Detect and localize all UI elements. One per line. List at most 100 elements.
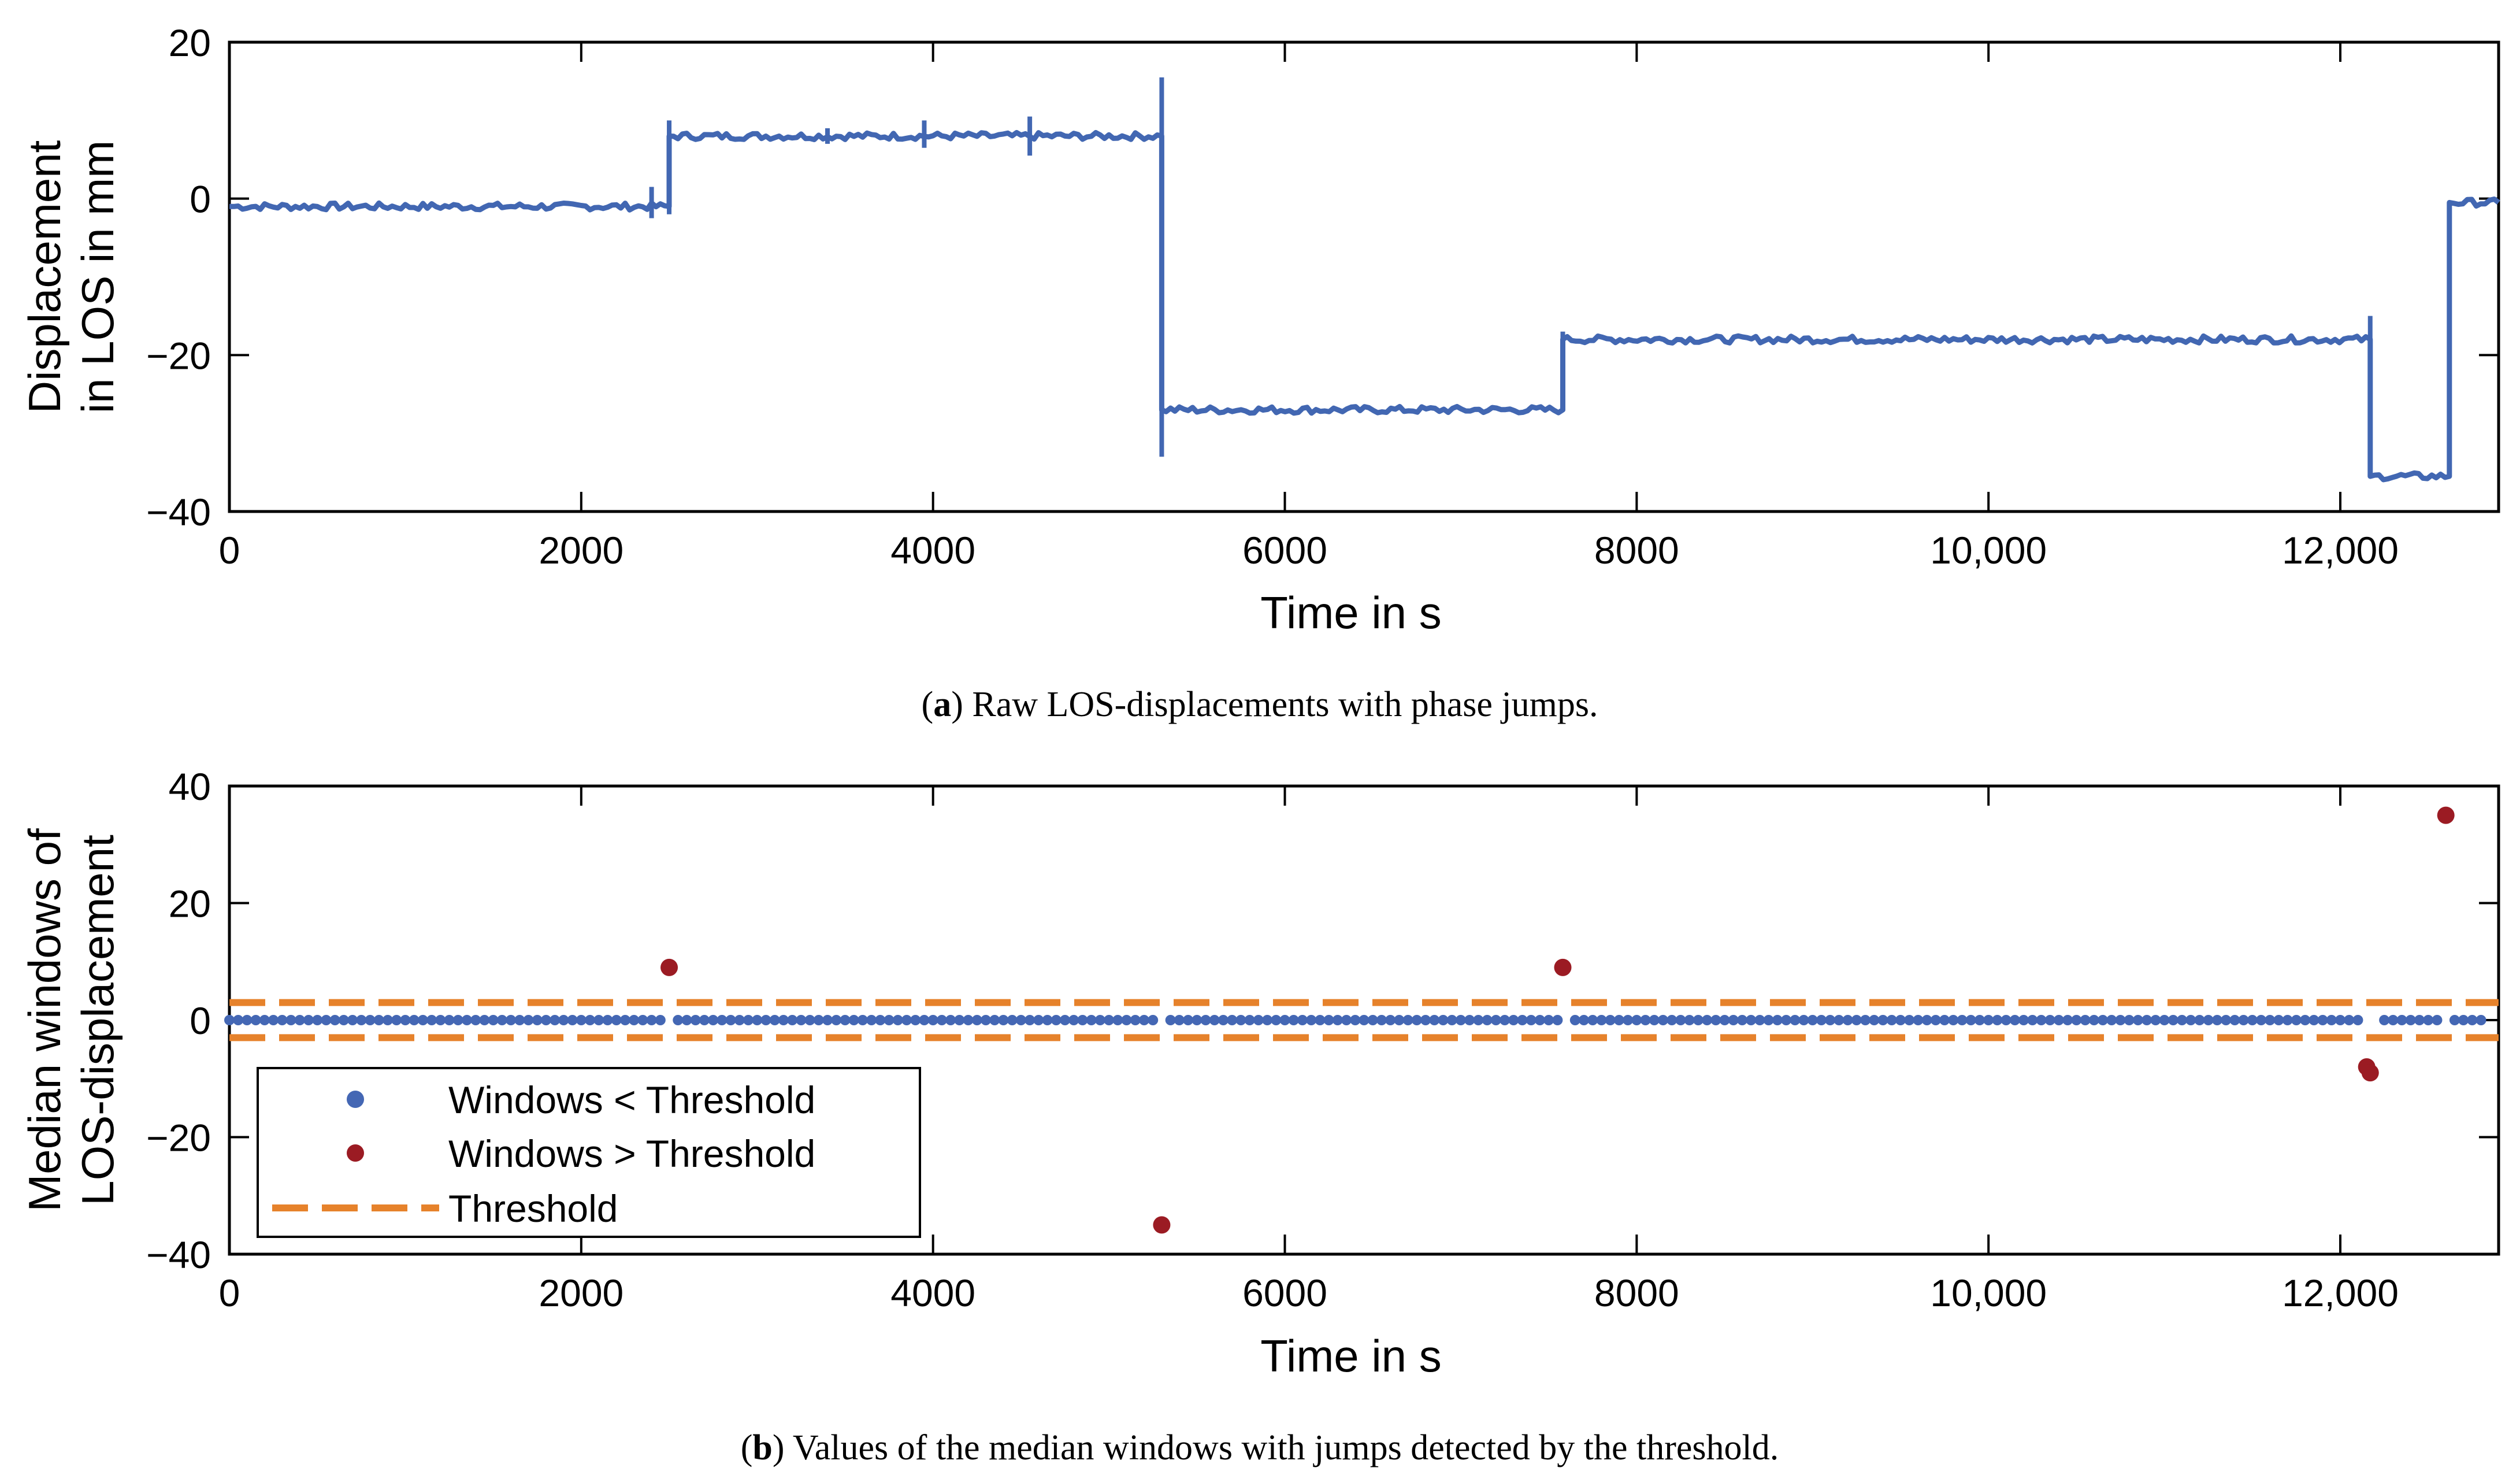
below-threshold-point — [1323, 1015, 1334, 1025]
below-threshold-point — [1623, 1015, 1634, 1025]
below-threshold-point — [981, 1015, 991, 1025]
panel-a-caption: (a) Raw LOS-displacements with phase jum… — [922, 685, 1598, 724]
b-xtick-label: 4000 — [890, 1272, 975, 1314]
below-threshold-point — [673, 1015, 684, 1025]
below-threshold-point — [1174, 1015, 1185, 1025]
below-threshold-point — [1640, 1015, 1651, 1025]
below-threshold-point — [356, 1015, 367, 1025]
below-threshold-point — [2080, 1015, 2091, 1025]
panel-a-plot-frame — [228, 40, 2500, 513]
below-threshold-point — [479, 1015, 490, 1025]
below-threshold-point — [1737, 1015, 1747, 1025]
below-threshold-point — [1939, 1015, 1950, 1025]
below-threshold-point — [822, 1015, 833, 1025]
below-threshold-point — [927, 1015, 938, 1025]
below-threshold-point — [329, 1015, 340, 1025]
below-threshold-point — [1007, 1015, 1018, 1025]
below-threshold-point — [734, 1015, 745, 1025]
below-threshold-point — [813, 1015, 824, 1025]
below-threshold-point — [1974, 1015, 1985, 1025]
below-threshold-point — [1965, 1015, 1976, 1025]
above-threshold-point — [2437, 806, 2455, 824]
below-threshold-point — [1033, 1015, 1044, 1025]
below-threshold-point — [1192, 1015, 1203, 1025]
panel-a-y-axis-label-line2: in LOS in mm — [72, 140, 123, 413]
below-threshold-point — [1394, 1015, 1405, 1025]
panel-b-y-axis-label-line2: LOS-displacement — [72, 835, 123, 1206]
below-threshold-point — [1138, 1015, 1149, 1025]
below-threshold-point — [224, 1015, 235, 1025]
below-threshold-point — [1279, 1015, 1290, 1025]
a-ytick-label: 20 — [169, 21, 211, 64]
below-threshold-point — [1649, 1015, 1660, 1025]
legend-label-below-threshold: Windows < Threshold — [448, 1078, 815, 1121]
below-threshold-point — [2379, 1015, 2390, 1025]
below-threshold-point — [945, 1015, 956, 1025]
below-threshold-point — [2317, 1015, 2328, 1025]
below-threshold-point — [2071, 1015, 2082, 1025]
panel-b-caption-text: Values of the median windows with jumps … — [793, 1428, 1779, 1467]
below-threshold-point — [400, 1015, 411, 1025]
below-threshold-point — [452, 1015, 463, 1025]
a-xtick-label: 10,000 — [1930, 529, 2047, 572]
below-threshold-point — [1059, 1015, 1070, 1025]
below-threshold-point — [1948, 1015, 1959, 1025]
below-threshold-point — [1851, 1015, 1862, 1025]
below-threshold-point — [1367, 1015, 1378, 1025]
below-threshold-point — [796, 1015, 807, 1025]
b-xtick-label: 6000 — [1242, 1272, 1327, 1314]
panel-a-tick-marks — [228, 41, 2499, 513]
below-threshold-point — [1200, 1015, 1211, 1025]
below-threshold-point — [1464, 1015, 1475, 1025]
below-threshold-point — [2142, 1015, 2152, 1025]
below-threshold-point — [1130, 1015, 1141, 1025]
below-threshold-point — [1359, 1015, 1370, 1025]
below-threshold-point — [2432, 1015, 2443, 1025]
below-threshold-point — [1719, 1015, 1730, 1025]
below-threshold-point — [417, 1015, 428, 1025]
below-threshold-point — [787, 1015, 798, 1025]
below-threshold-point — [1658, 1015, 1669, 1025]
legend-marker-above-threshold — [347, 1144, 364, 1162]
below-threshold-point — [2405, 1015, 2416, 1025]
legend-box — [257, 1067, 921, 1238]
below-threshold-point — [1886, 1015, 1897, 1025]
below-threshold-point — [1613, 1015, 1624, 1025]
below-threshold-point — [2009, 1015, 2020, 1025]
below-threshold-point — [1253, 1015, 1264, 1025]
below-threshold-point — [1306, 1015, 1317, 1025]
below-threshold-point — [268, 1015, 279, 1025]
below-threshold-point — [1068, 1015, 1079, 1025]
below-threshold-point — [1209, 1015, 1220, 1025]
below-threshold-point — [1587, 1015, 1598, 1025]
below-threshold-point — [2203, 1015, 2214, 1025]
below-threshold-point — [532, 1015, 543, 1025]
below-threshold-point — [233, 1015, 244, 1025]
below-threshold-point — [1913, 1015, 1924, 1025]
below-threshold-point — [558, 1015, 569, 1025]
below-threshold-point — [2476, 1015, 2486, 1025]
legend-marker-below-threshold — [347, 1091, 364, 1108]
above-threshold-point — [2361, 1064, 2379, 1082]
below-threshold-point — [1376, 1015, 1387, 1025]
below-threshold-point — [540, 1015, 551, 1025]
below-threshold-point — [550, 1015, 561, 1025]
below-threshold-point — [708, 1015, 719, 1025]
below-threshold-point — [1790, 1015, 1801, 1025]
above-threshold-point — [1554, 958, 1572, 976]
below-threshold-point — [1702, 1015, 1713, 1025]
below-threshold-point — [2423, 1015, 2434, 1025]
below-threshold-point — [1877, 1015, 1888, 1025]
below-threshold-point — [2221, 1015, 2232, 1025]
below-threshold-point — [1517, 1015, 1528, 1025]
below-threshold-point — [1235, 1015, 1246, 1025]
below-threshold-point — [743, 1015, 754, 1025]
below-threshold-point — [338, 1015, 349, 1025]
below-threshold-point — [2159, 1015, 2170, 1025]
below-threshold-point — [1094, 1015, 1105, 1025]
below-threshold-point — [1244, 1015, 1255, 1025]
below-threshold-point — [2036, 1015, 2047, 1025]
below-threshold-point — [1534, 1015, 1545, 1025]
below-threshold-point — [2256, 1015, 2267, 1025]
below-threshold-point — [2247, 1015, 2258, 1025]
